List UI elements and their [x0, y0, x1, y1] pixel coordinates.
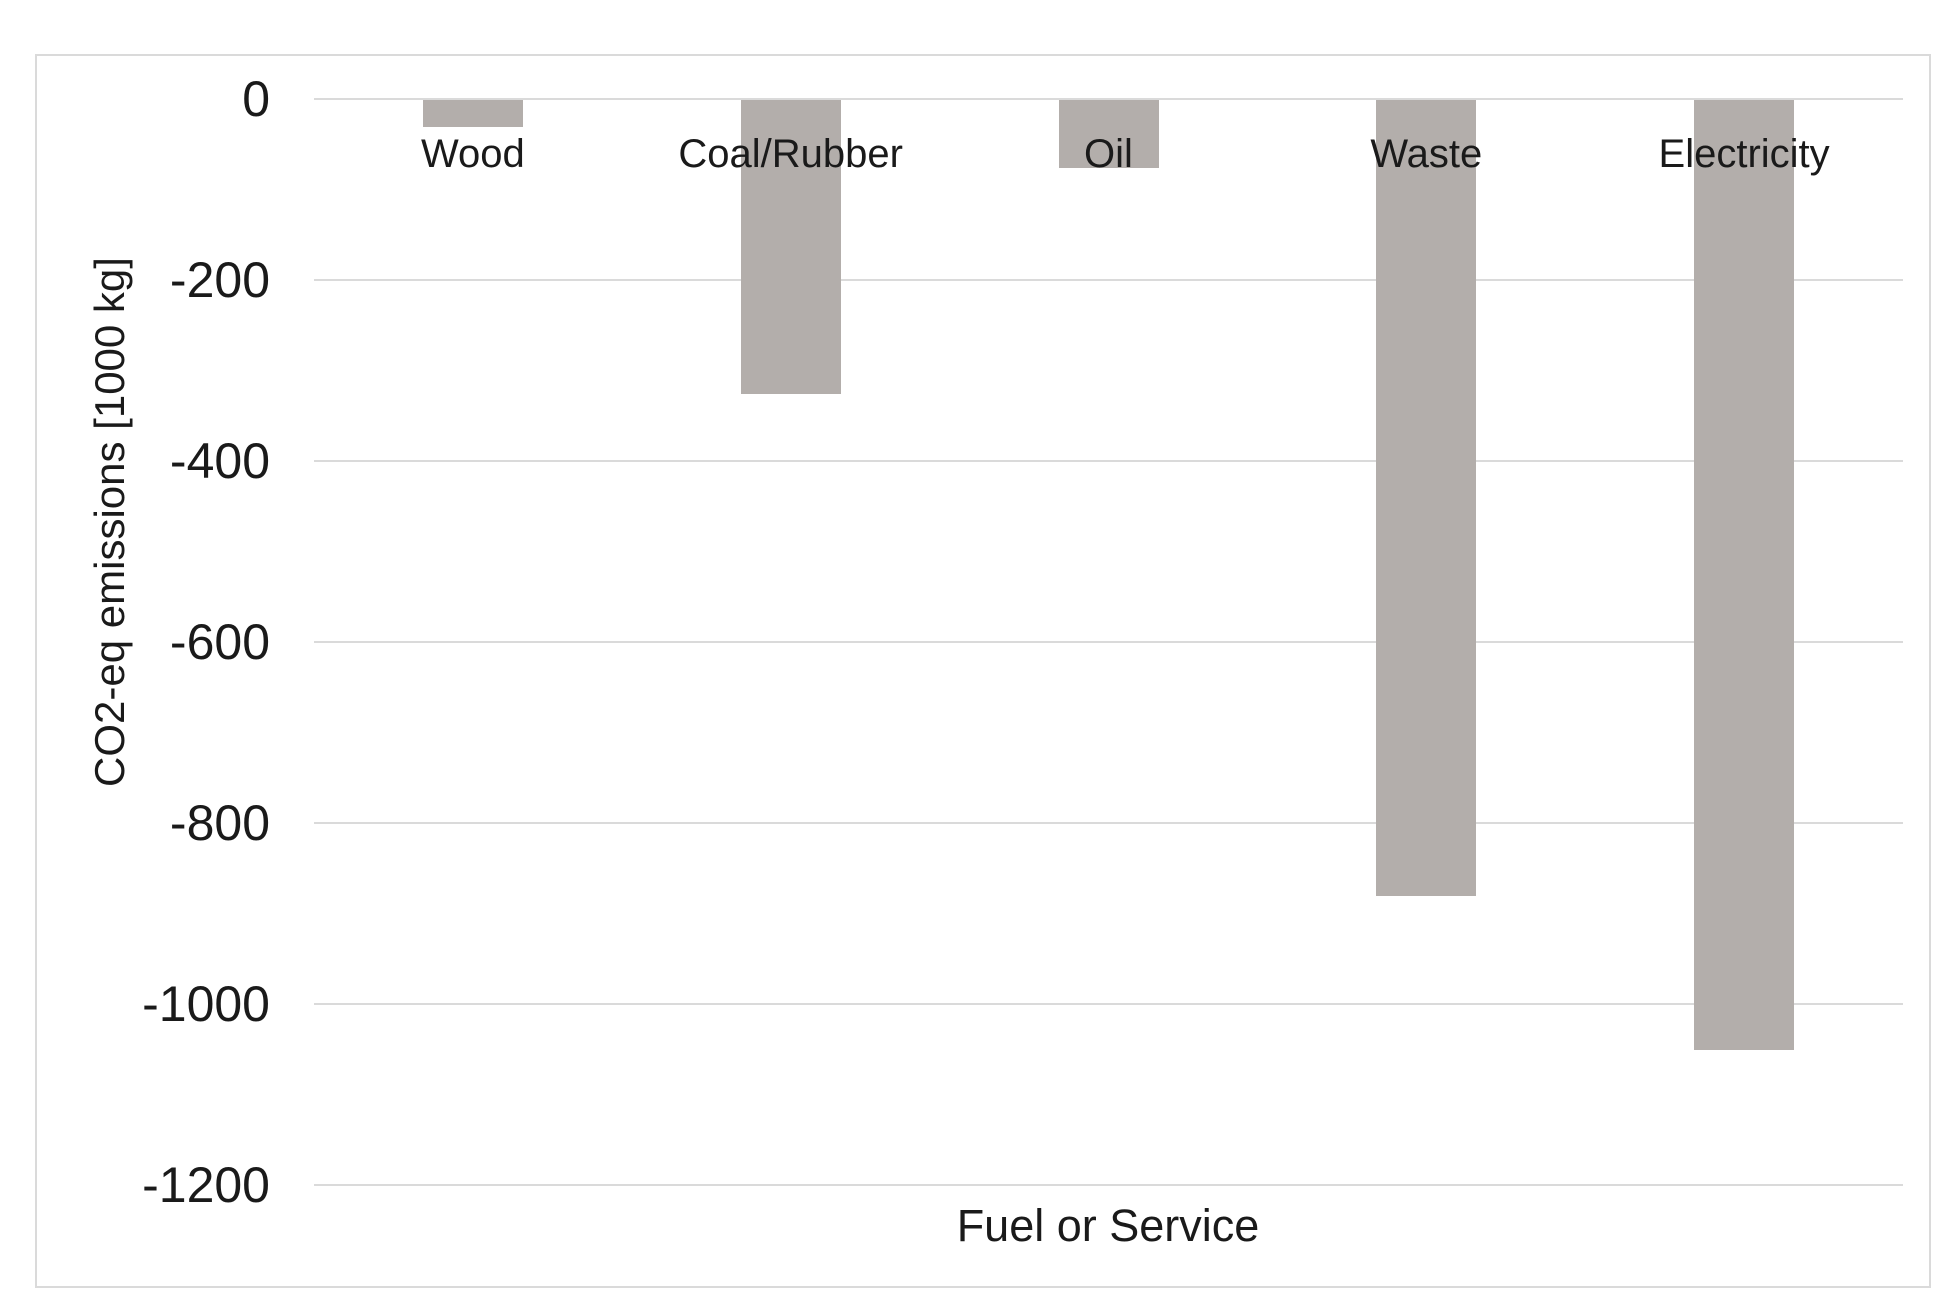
y-tick-label--200: -200 — [169, 252, 270, 308]
y-tick-label--800: -800 — [169, 795, 270, 851]
gridline-y--400 — [314, 460, 1903, 462]
gridline-y-0 — [314, 98, 1903, 100]
bar-oil — [1058, 100, 1159, 168]
y-tick-label-0: 0 — [242, 71, 270, 127]
category-label-waste: Waste — [1370, 132, 1483, 176]
gridline-y--1000 — [314, 1003, 1903, 1005]
bar-electricity — [1694, 100, 1795, 1051]
bar-waste — [1376, 100, 1477, 897]
gridline-y--600 — [314, 641, 1903, 643]
gridline-y--800 — [314, 822, 1903, 824]
bar-coal-rubber — [740, 100, 841, 395]
category-label-electricity: Electricity — [1658, 132, 1830, 176]
category-label-wood: Wood — [421, 132, 525, 176]
gridline-y--200 — [314, 279, 1903, 281]
category-label-oil: Oil — [1084, 132, 1133, 176]
bar-wood — [422, 100, 523, 128]
gridline-y--1200 — [314, 1184, 1903, 1186]
category-label-coal-rubber: Coal/Rubber — [678, 132, 903, 176]
x-axis-title: Fuel or Service — [956, 1200, 1260, 1251]
chart-frame — [35, 54, 1931, 1288]
y-tick-label--600: -600 — [169, 614, 270, 670]
y-tick-label--1000: -1000 — [142, 976, 270, 1032]
y-tick-label--400: -400 — [169, 433, 270, 489]
y-axis-title: CO2-eq emissions [1000 kg] — [86, 257, 133, 787]
y-tick-label--1200: -1200 — [142, 1157, 270, 1213]
